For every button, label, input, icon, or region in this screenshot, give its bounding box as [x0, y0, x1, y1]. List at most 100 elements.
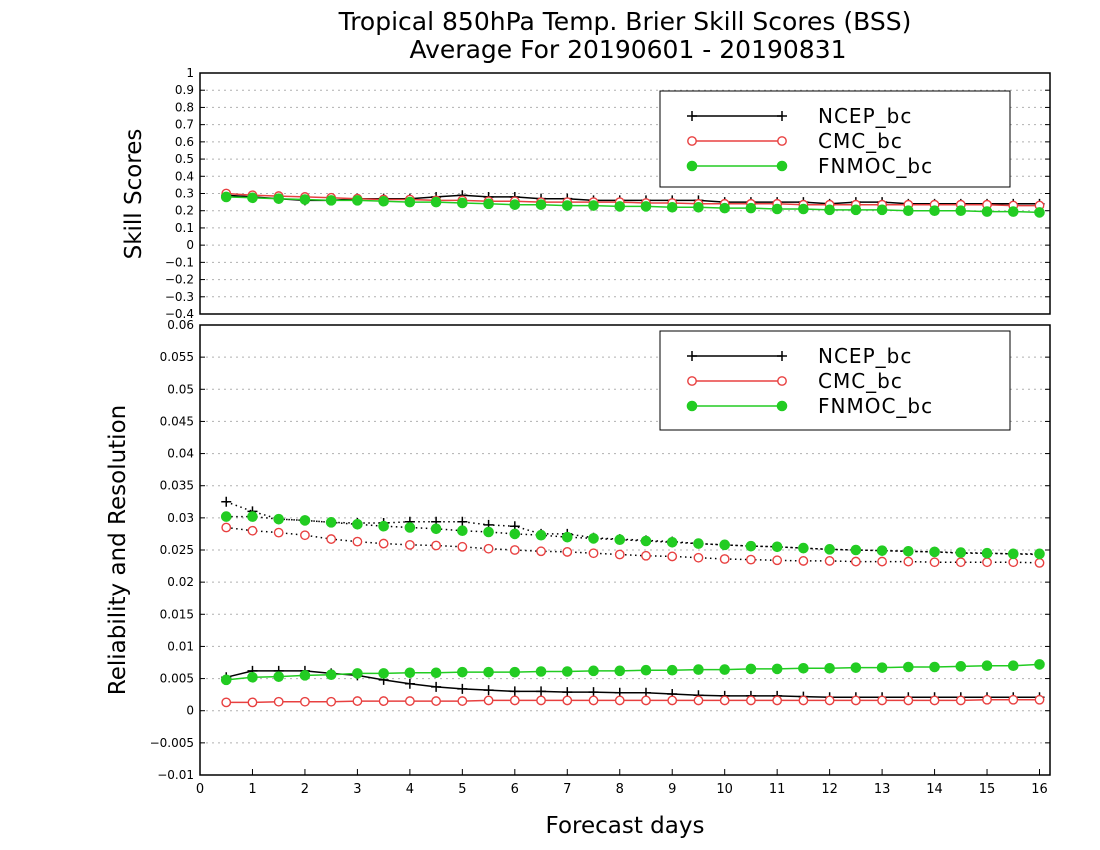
x-tick-label: 5 — [458, 782, 466, 797]
fnmoc-bc-reliability-point — [1007, 660, 1019, 672]
fnmoc-bc-resolution-point — [929, 546, 940, 558]
cmc-bc-reliability-point — [772, 695, 783, 706]
fnmoc-bc-reliability-point — [719, 664, 730, 675]
fnmoc-bc-resolution-point — [640, 535, 652, 547]
y-tick-label: 0.01 — [167, 639, 194, 653]
legend-cmc-bc-label: CMC_bc — [818, 369, 903, 393]
fnmoc-bc-point — [483, 198, 494, 210]
cmc-bc-reliability-point — [955, 695, 966, 706]
fnmoc-bc-series — [220, 191, 1045, 218]
cmc-bc-reliability-point — [614, 695, 625, 706]
y-tick-label: 0 — [186, 238, 194, 252]
fnmoc-bc-resolution-point — [247, 511, 258, 522]
cmc-bc-reliability-point — [746, 695, 756, 706]
ncep-bc-reliability-point — [431, 681, 442, 692]
legend-ncep-bc-label: NCEP_bc — [818, 104, 912, 128]
fnmoc-bc-point — [509, 199, 521, 210]
cmc-bc-resolution-point — [693, 552, 704, 563]
fnmoc-bc-reliability-point — [666, 664, 678, 676]
fnmoc-bc-reliability-point — [929, 661, 940, 673]
fnmoc-bc-point — [666, 201, 678, 213]
skill-scores-y-axis-label: Skill Scores — [121, 129, 147, 260]
legend-fnmoc-bc-marker — [776, 160, 788, 172]
legend-box — [659, 90, 1011, 188]
x-tick-label: 16 — [1031, 782, 1048, 797]
y-tick-label: 1 — [186, 66, 194, 80]
fnmoc-bc-reliability-series — [220, 659, 1045, 686]
fnmoc-bc-resolution-point — [1007, 548, 1019, 560]
fnmoc-bc-reliability-point — [771, 663, 783, 675]
fnmoc-bc-point — [325, 195, 337, 206]
fnmoc-bc-resolution-series — [220, 511, 1045, 560]
fnmoc-bc-resolution-point — [588, 533, 599, 544]
cmc-bc-resolution-point — [1034, 557, 1045, 568]
fnmoc-bc-point — [430, 196, 442, 208]
fnmoc-bc-reliability-point — [352, 668, 363, 679]
y-tick-label: 0.06 — [167, 318, 194, 332]
fnmoc-bc-reliability-point — [247, 671, 258, 683]
cmc-bc-reliability-point — [693, 695, 704, 706]
fnmoc-bc-point — [220, 191, 232, 203]
fnmoc-bc-point — [561, 200, 573, 211]
x-tick-label: 0 — [196, 782, 204, 797]
fnmoc-bc-resolution-point — [955, 547, 967, 558]
cmc-bc-resolution-point — [929, 557, 940, 568]
legend-fnmoc-bc-marker — [686, 160, 698, 172]
x-tick-label: 13 — [874, 782, 891, 797]
legend-fnmoc-bc-label: FNMOC_bc — [818, 394, 933, 418]
cmc-bc-resolution-point — [955, 557, 966, 568]
fnmoc-bc-point — [719, 202, 730, 214]
fnmoc-bc-point — [929, 205, 940, 217]
fnmoc-bc-point — [903, 205, 914, 217]
x-tick-label: 1 — [248, 782, 256, 797]
fnmoc-bc-resolution-point — [483, 526, 494, 538]
cmc-bc-reliability-point — [247, 697, 258, 708]
fnmoc-bc-resolution-point — [352, 518, 363, 530]
legend-ncep-bc-marker — [687, 351, 697, 361]
y-tick-label: 0.02 — [167, 575, 194, 589]
cmc-bc-reliability-point — [667, 695, 678, 706]
fnmoc-bc-reliability-point — [404, 667, 416, 679]
fnmoc-bc-point — [1007, 206, 1019, 217]
fnmoc-bc-resolution-point — [273, 513, 285, 525]
fnmoc-bc-point — [955, 205, 967, 217]
fnmoc-bc-resolution-point — [614, 534, 626, 546]
fnmoc-bc-reliability-point — [903, 661, 914, 673]
fnmoc-bc-point — [588, 200, 599, 211]
skill-scores-panel: 1 0.9 0.8 0.7 0.6 0.5 0.4 0.3 0.2 0.1 0 −0.1 −0.2 −0.… — [121, 66, 1051, 321]
fnmoc-bc-point — [798, 203, 809, 215]
cmc-bc-resolution-point — [221, 522, 232, 533]
cmc-bc-resolution-point — [824, 556, 835, 566]
y-tick-label: 0.04 — [167, 447, 194, 461]
y-tick-label: 0.045 — [160, 414, 194, 428]
fnmoc-bc-point — [378, 195, 389, 207]
ncep-bc-reliability-point — [536, 686, 547, 697]
fnmoc-bc-point — [1034, 207, 1045, 218]
fnmoc-bc-resolution-point — [876, 545, 888, 556]
cmc-bc-resolution-point — [746, 554, 756, 565]
cmc-bc-resolution-point — [352, 536, 363, 547]
cmc-bc-reliability-point — [536, 695, 546, 706]
y-tick-label: 0 — [186, 704, 194, 718]
fnmoc-bc-point — [771, 203, 783, 215]
fnmoc-bc-reliability-point — [955, 661, 967, 672]
ncep-bc-reliability-point — [588, 687, 599, 698]
legend-fnmoc-bc-label: FNMOC_bc — [818, 154, 933, 178]
fnmoc-bc-point — [614, 201, 626, 212]
cmc-bc-resolution-point — [641, 550, 651, 561]
legend-cmc-bc-marker — [687, 376, 697, 386]
fnmoc-bc-point — [535, 199, 547, 210]
cmc-bc-reliability-point — [641, 695, 651, 706]
ncep-bc-reliability-line — [226, 670, 1040, 698]
fnmoc-bc-reliability-point — [693, 664, 704, 675]
cmc-bc-reliability-point — [221, 697, 232, 708]
fnmoc-bc-resolution-point — [378, 520, 389, 532]
cmc-bc-reliability-point — [1008, 694, 1019, 705]
x-axis-label: Forecast days — [546, 813, 705, 839]
y-tick-label: −0.2 — [165, 273, 194, 287]
chart-subtitle: Average For 20190601 - 20190831 — [409, 35, 846, 64]
cmc-bc-reliability-point — [850, 695, 861, 706]
reliability-resolution-y-axis-label: Reliability and Resolution — [105, 405, 131, 695]
legend-cmc-bc-marker — [777, 136, 787, 146]
